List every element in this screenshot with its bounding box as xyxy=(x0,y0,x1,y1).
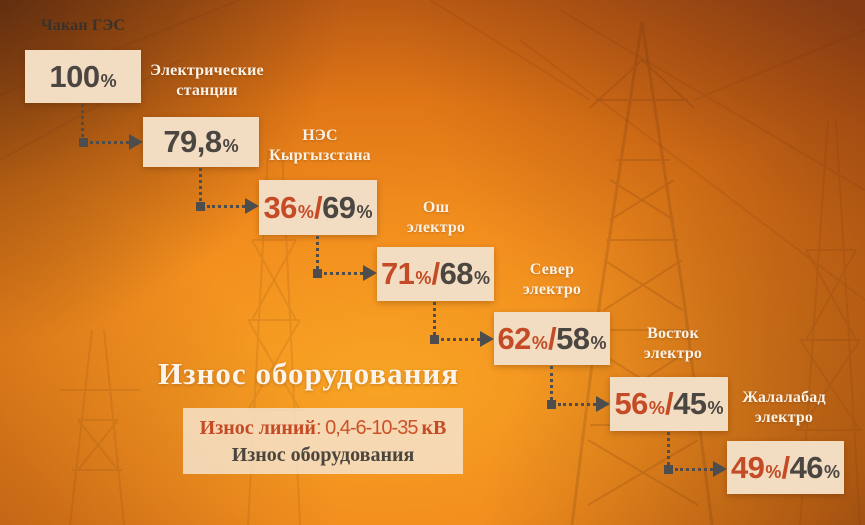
equipment-wear-value: 79,8% xyxy=(163,124,239,159)
connector-corner xyxy=(430,335,439,344)
label-line: электро xyxy=(643,345,703,362)
equipment-wear-value: 69% xyxy=(322,189,373,225)
connector-line xyxy=(207,205,245,208)
node-label-zhalalabad-elektro: Жалалабад электро xyxy=(722,388,846,428)
label-line: электро xyxy=(754,409,814,426)
legend-line-wear-unit: кВ xyxy=(421,416,447,439)
label-line: станции xyxy=(176,82,238,99)
legend-line-wear-voltages: : 0,4-6-10-35 xyxy=(315,416,419,439)
node-label-elektricheskie-stantsii: Электрические станции xyxy=(142,61,272,101)
legend-equipment-wear-label: Износ оборудования xyxy=(231,443,415,466)
connector-line xyxy=(558,403,596,406)
line-wear-value: 62%/ xyxy=(497,320,557,356)
connector-line xyxy=(433,302,436,335)
node-box-osh-elektro: 71%/68% xyxy=(377,247,494,301)
connector-corner xyxy=(664,465,673,474)
node-label-chakan-ges: Чакан ГЭС xyxy=(25,16,141,36)
connector-corner xyxy=(313,269,322,278)
arrow-icon xyxy=(480,331,494,347)
arrow-icon xyxy=(245,198,259,214)
legend-box: Износ линий: 0,4-6-10-35 кВ Износ оборудо… xyxy=(183,408,463,474)
connector-line xyxy=(81,104,84,137)
equipment-wear-value: 45% xyxy=(673,386,724,421)
legend-line-wear: Износ линий: 0,4-6-10-35 кВ xyxy=(200,415,447,441)
arrow-icon xyxy=(129,134,143,150)
line-wear-value: 71%/ xyxy=(380,256,440,291)
label-line: Север xyxy=(529,261,575,278)
connector-corner xyxy=(79,138,88,147)
arrow-icon xyxy=(596,396,610,412)
line-wear-value: 49%/ xyxy=(730,449,790,485)
connector-line xyxy=(667,432,670,465)
connector-line xyxy=(441,338,480,341)
line-wear-value: 56%/ xyxy=(614,386,674,421)
arrow-icon xyxy=(363,265,377,281)
label-line: электро xyxy=(522,281,582,298)
equipment-wear-value: 68% xyxy=(439,256,491,291)
connector-corner xyxy=(547,400,556,409)
connector-line xyxy=(324,272,363,275)
node-label-sever-elektro: Север электро xyxy=(492,260,612,300)
connector-line xyxy=(316,236,319,269)
node-box-sever-elektro: 62%/58% xyxy=(494,312,610,365)
node-box-nes-kyrgyzstana: 36%/69% xyxy=(259,180,377,235)
node-box-vostok-elektro: 56%/45% xyxy=(610,377,728,431)
connector-line xyxy=(199,168,202,201)
label-line: Чакан ГЭС xyxy=(40,17,126,34)
label-line: Кыргызстана xyxy=(269,147,371,164)
node-box-elektricheskie-stantsii: 79,8% xyxy=(143,117,259,167)
node-label-osh-elektro: Ош электро xyxy=(376,198,496,238)
node-label-vostok-elektro: Восток электро xyxy=(613,324,733,364)
label-line: НЭС xyxy=(302,127,338,144)
line-wear-value: 36%/ xyxy=(263,189,323,225)
connector-line xyxy=(90,141,129,144)
connector-line xyxy=(550,366,553,400)
label-line: Жалалабад xyxy=(742,389,826,406)
node-box-chakan-ges: 100% xyxy=(25,50,141,103)
label-line: Восток xyxy=(647,325,699,342)
equipment-wear-value: 46% xyxy=(789,449,841,485)
node-label-nes-kyrgyzstana: НЭС Кыргызстана xyxy=(255,126,385,166)
label-line: Ош xyxy=(422,199,450,216)
page-title: Износ оборудования xyxy=(158,356,460,391)
connector-corner xyxy=(196,202,205,211)
equipment-wear-value: 58% xyxy=(556,320,607,356)
label-line: электро xyxy=(406,219,466,236)
label-line: Электрические xyxy=(150,62,264,79)
connector-line xyxy=(675,468,713,471)
arrow-icon xyxy=(713,461,727,477)
legend-line-wear-label: Износ линий xyxy=(199,416,316,439)
equipment-wear-value: 100% xyxy=(49,58,117,94)
node-box-zhalalabad-elektro: 49%/46% xyxy=(727,441,844,494)
